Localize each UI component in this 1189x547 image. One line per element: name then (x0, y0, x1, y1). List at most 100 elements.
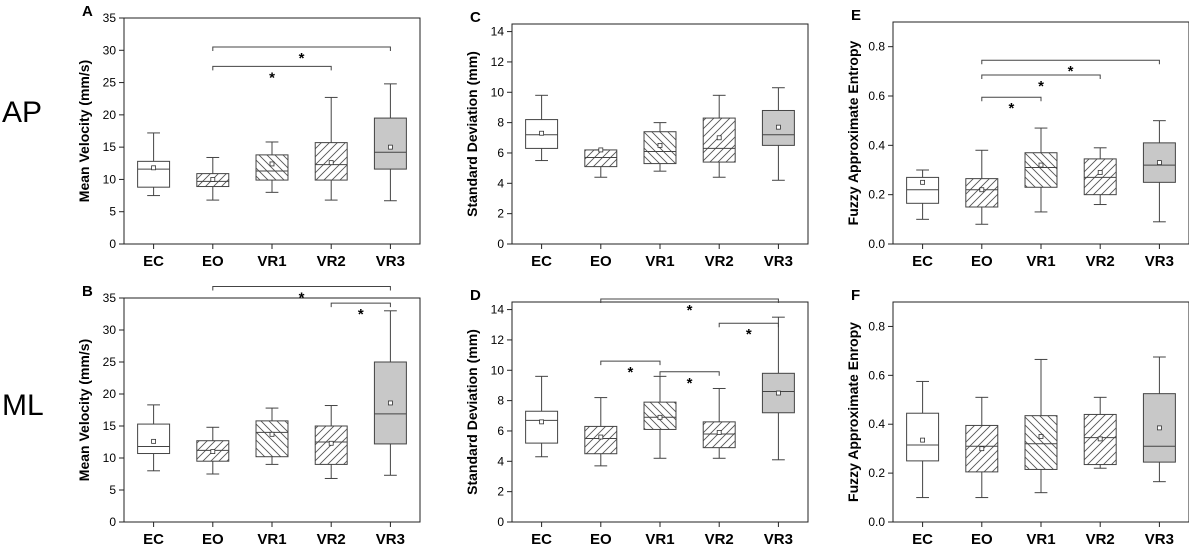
y-tick-label: 8 (497, 116, 504, 130)
y-tick-label: 4 (497, 176, 504, 190)
y-axis-title: Fuzzy Approximate Enropy (845, 322, 861, 502)
bracket-line (212, 285, 391, 291)
x-tick-label: EO (202, 531, 224, 547)
panel-d: D 0 2 4 6 8 10 12 14 EC EO VR1 VR2 VR3 Standard Deviat… (464, 287, 809, 547)
mean-marker (1097, 436, 1103, 442)
mean-marker (1157, 425, 1162, 431)
box-iqr (584, 425, 618, 455)
box-iqr (137, 423, 171, 455)
box-vr3 (373, 83, 407, 202)
panel-a: A 0 5 10 15 20 25 30 35 EC EO VR1 VR2 VR3 Mean Velocit… (76, 3, 421, 270)
x-tick-label: VR3 (376, 531, 405, 547)
box-iqr (965, 178, 999, 208)
mean-marker (716, 135, 722, 141)
y-tick-label: 15 (103, 140, 117, 154)
x-tick-label: VR2 (705, 253, 734, 270)
y-tick-label: 0.6 (868, 89, 885, 103)
x-tick-label: EC (531, 253, 552, 270)
x-tick-label: VR2 (705, 531, 734, 547)
y-tick-label: 0.8 (868, 319, 885, 333)
significance-star: * (746, 326, 752, 343)
bracket-line (981, 96, 1042, 102)
bracket-line (981, 59, 1160, 65)
mean-marker (776, 124, 781, 130)
y-tick-label: 20 (103, 108, 117, 122)
mean-marker (328, 160, 334, 166)
y-tick-label: 25 (103, 355, 117, 369)
x-tick-label: VR3 (1145, 531, 1174, 547)
y-axis-title: Fuzzy Approximate Entropy (845, 40, 861, 225)
y-tick-label: 10 (103, 172, 117, 186)
panel-b: B 0 5 10 15 20 25 30 35 EC EO VR1 VR2 VR3 Mean Velocit… (76, 283, 421, 547)
mean-marker (328, 440, 334, 446)
box-ec (525, 375, 559, 458)
mean-marker (598, 434, 604, 440)
bracket-line (659, 371, 720, 376)
box-iqr (1024, 415, 1058, 470)
x-tick-label: EC (143, 253, 164, 270)
y-tick-label: 6 (497, 424, 504, 438)
significance-star: * (299, 50, 305, 67)
mean-marker (210, 177, 216, 182)
significance-star: * (1068, 63, 1074, 80)
mean-marker (387, 400, 393, 406)
y-tick-label: 14 (491, 303, 505, 317)
y-tick-label: 2 (497, 207, 504, 221)
y-tick-label: 0.0 (868, 237, 885, 251)
box-iqr (255, 154, 289, 181)
y-tick-label: 25 (103, 76, 117, 90)
significance-bracket: * (981, 74, 1101, 95)
bracket-line (718, 322, 779, 328)
x-tick-label: VR3 (376, 253, 405, 270)
box-vr1 (1024, 358, 1058, 494)
significance-bracket: * (600, 360, 661, 381)
x-tick-label: EC (912, 253, 933, 270)
y-axis-title: Mean Velocity (mm/s) (76, 339, 92, 481)
box-iqr (1024, 152, 1058, 188)
mean-marker (269, 161, 275, 167)
significance-bracket: * (330, 302, 391, 323)
significance-bracket: * (212, 65, 332, 86)
x-tick-label: EO (971, 253, 993, 270)
box-ec (137, 132, 171, 197)
y-tick-label: 15 (103, 419, 117, 433)
bracket-line (212, 46, 391, 52)
box-iqr (584, 149, 618, 168)
x-tick-label: EC (912, 531, 933, 547)
box-vr2 (314, 405, 348, 479)
y-tick-label: 0 (109, 515, 116, 529)
mean-marker (920, 179, 925, 185)
box-vr2 (314, 96, 348, 201)
y-axis-title: Standard Deviation (mm) (464, 329, 480, 495)
y-tick-label: 0.4 (868, 138, 885, 152)
y-tick-label: 4 (497, 454, 504, 468)
box-iqr (906, 412, 940, 462)
y-tick-label: 10 (491, 85, 505, 99)
significance-bracket: * (600, 298, 779, 319)
x-tick-label: VR2 (1086, 531, 1115, 547)
mean-marker (539, 419, 544, 425)
bracket-line (330, 302, 391, 308)
mean-marker (1038, 162, 1044, 168)
y-axis-title: Mean Velocity (mm/s) (76, 60, 92, 202)
mean-marker (210, 449, 216, 455)
x-tick-label: EC (143, 531, 164, 547)
box-vr3 (373, 310, 407, 476)
box-eo (196, 156, 230, 201)
y-tick-label: 10 (103, 451, 117, 465)
significance-bracket: * (659, 371, 720, 392)
box-vr3 (761, 87, 795, 181)
box-ec (137, 404, 171, 472)
significance-star: * (299, 289, 305, 306)
x-tick-label: EO (590, 531, 612, 547)
x-tick-label: EO (590, 253, 612, 270)
y-tick-label: 35 (103, 291, 117, 305)
panel-letter: A (82, 3, 93, 20)
x-tick-label: VR2 (317, 253, 346, 270)
y-tick-label: 30 (103, 43, 117, 57)
y-tick-label: 0 (497, 237, 504, 251)
y-tick-label: 0.0 (868, 515, 885, 529)
panel-letter: F (851, 287, 860, 304)
x-tick-label: VR2 (1086, 253, 1115, 270)
